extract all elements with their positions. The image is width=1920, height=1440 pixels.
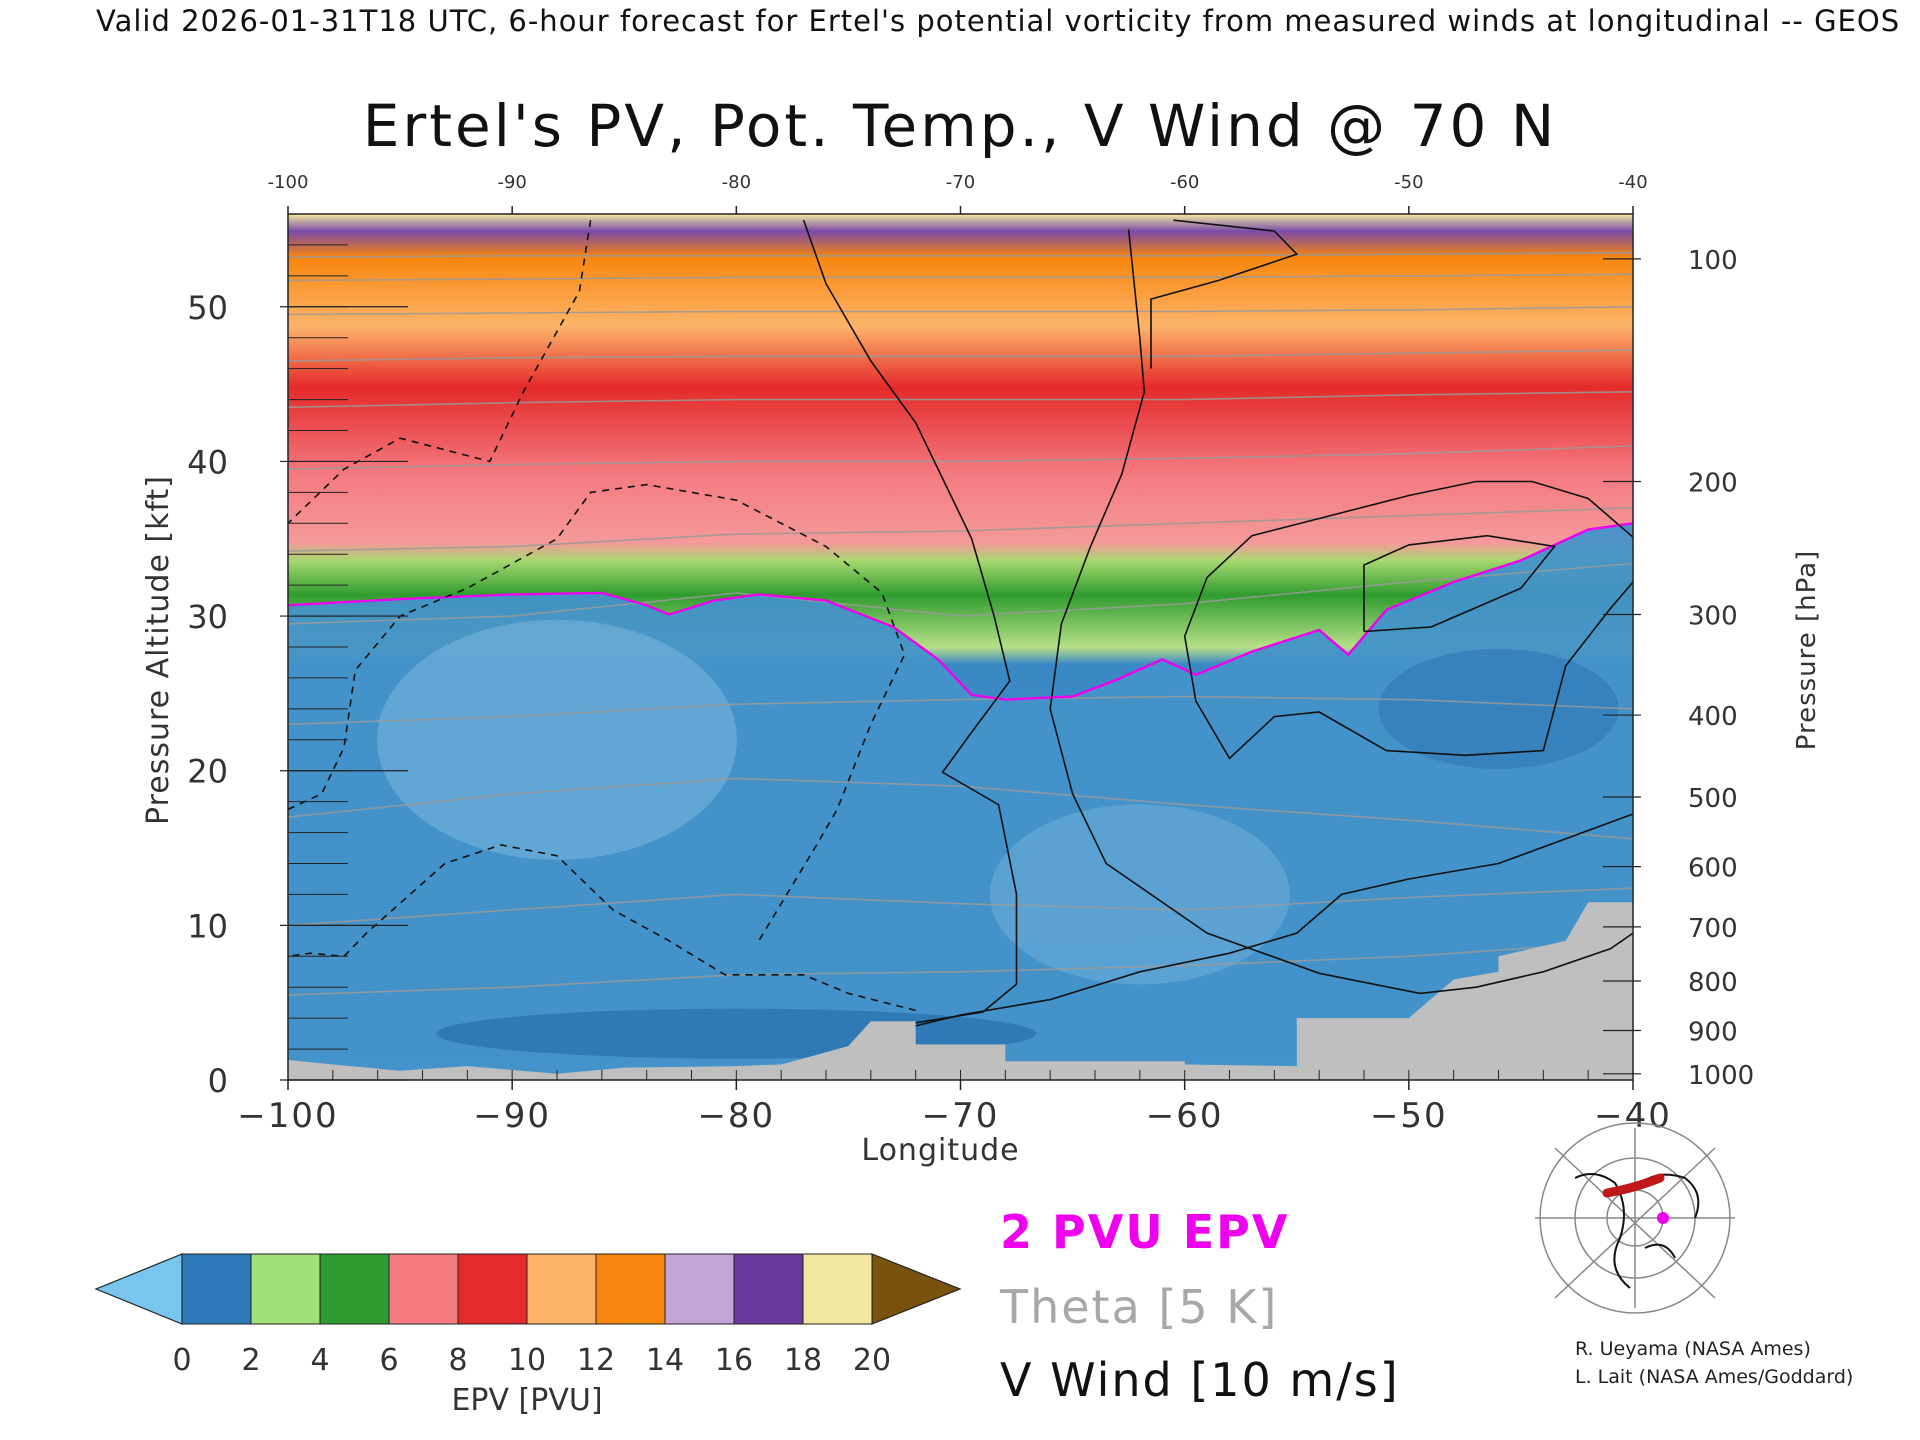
x-top-tick-label: -90 <box>497 172 526 193</box>
colorbar-tick-label: 6 <box>379 1343 398 1378</box>
p-tick-label: 200 <box>1688 469 1738 499</box>
colorbar-over <box>871 1253 962 1325</box>
theta-contour <box>288 940 1633 996</box>
x-tick-label: −80 <box>697 1096 775 1136</box>
colorbar-segment <box>664 1253 735 1325</box>
p-tick-label: 900 <box>1688 1018 1738 1048</box>
y-tick-label: 20 <box>187 753 228 791</box>
x-tick-label: −90 <box>473 1096 551 1136</box>
x-top-tick-label: -80 <box>722 172 751 193</box>
x-top-tick-label: -40 <box>1618 172 1647 193</box>
colorbar-under <box>94 1253 183 1325</box>
p-tick-label: 500 <box>1688 784 1738 814</box>
colorbar-segment <box>595 1253 666 1325</box>
colorbar-segment <box>457 1253 528 1325</box>
terrain <box>288 902 1633 1080</box>
x-tick-label: −50 <box>1370 1096 1448 1136</box>
x-top-tick-label: -70 <box>946 172 975 193</box>
legend-pv2: 2 PVU EPV <box>1000 1205 1290 1259</box>
credits: R. Ueyama (NASA Ames) L. Lait (NASA Ames… <box>1575 1335 1853 1391</box>
x-tick-label: −40 <box>1594 1096 1672 1136</box>
theta-contour <box>288 306 1633 316</box>
theta-contour <box>288 887 1633 927</box>
wind-contour <box>1049 229 1633 995</box>
colorbar-tick-label: 18 <box>784 1343 822 1378</box>
x-axis-label: Longitude <box>861 1133 1019 1168</box>
p-tick-label: 800 <box>1688 968 1738 998</box>
pv2-contour <box>288 522 1633 701</box>
colorbar-tick-label: 2 <box>241 1343 260 1378</box>
p-tick-label: 1000 <box>1688 1061 1754 1091</box>
y-tick-label: 0 <box>208 1062 228 1100</box>
x-tick-label: −100 <box>237 1096 338 1136</box>
colorbar-segment <box>250 1253 321 1325</box>
credit-line-1: R. Ueyama (NASA Ames) <box>1575 1338 1811 1360</box>
plot-area <box>288 214 1633 1080</box>
axes: −100 -100 −90 -90 −80 -80 −70 -70 −60 -60 −50 -50 −4… <box>141 172 1822 1168</box>
wind-contour <box>1183 480 1633 760</box>
wind-contour-negative <box>288 844 916 1012</box>
top-banner: Valid 2026-01-31T18 UTC, 6-hour forecast… <box>96 4 1901 38</box>
p-tick-label: 400 <box>1688 702 1738 732</box>
x-top-tick-label: -50 <box>1394 172 1423 193</box>
p-tick-label: 600 <box>1688 854 1738 884</box>
theta-contour <box>288 695 1633 726</box>
y-tick-label: 30 <box>187 598 228 636</box>
x-top-tick-label: -60 <box>1170 172 1199 193</box>
colorbar-segment <box>733 1253 804 1325</box>
wind-contour <box>802 219 1018 1024</box>
colorbar-tick-label: 20 <box>853 1343 891 1378</box>
colorbar-tick-label: 12 <box>577 1343 615 1378</box>
x-tick-label: −60 <box>1146 1096 1224 1136</box>
y-axis-label: Pressure Altitude [kft] <box>141 475 176 825</box>
theta-contour <box>288 777 1633 840</box>
theta-contour <box>288 507 1633 552</box>
dark-pv-patch <box>1378 648 1619 769</box>
colorbar-tick-label: 16 <box>715 1343 753 1378</box>
theta-contour <box>288 349 1633 362</box>
wind-contour <box>1150 219 1299 369</box>
wind-contour-negative <box>288 220 592 524</box>
colorbar-segment <box>319 1253 390 1325</box>
y-tick-label: 10 <box>187 907 228 945</box>
light-pv-patch <box>989 804 1290 985</box>
colorbar-segment <box>526 1253 597 1325</box>
colorbar-segment <box>181 1253 252 1325</box>
x-top-tick-label: -100 <box>268 172 309 193</box>
theta-contour <box>288 273 1633 282</box>
pv-colorbar: 0 2 4 6 8 10 12 14 16 18 20 EPV [PVU] <box>94 1253 962 1418</box>
theta-contour <box>288 562 1633 625</box>
x-tick-label: −70 <box>922 1096 1000 1136</box>
theta-contour <box>288 445 1633 470</box>
colorbar-tick-label: 0 <box>172 1343 191 1378</box>
colorbar-tick-label: 10 <box>508 1343 546 1378</box>
theta-contour <box>288 251 1633 259</box>
wind-contour <box>915 813 1633 1027</box>
colorbar-tick-label: 14 <box>646 1343 684 1378</box>
inset-map <box>1535 1122 1735 1314</box>
credit-line-2: L. Lait (NASA Ames/Goddard) <box>1575 1366 1854 1388</box>
p-tick-label: 300 <box>1688 602 1738 632</box>
wind-contour-negative <box>288 483 906 942</box>
y-tick-label: 40 <box>187 443 228 481</box>
colorbar-label: EPV [PVU] <box>451 1383 602 1418</box>
plot-clip-group <box>288 214 1633 1080</box>
legend-wind: V Wind [10 m/s] <box>1000 1353 1400 1407</box>
colorbar-segment <box>388 1253 459 1325</box>
colorbar-tick-label: 8 <box>448 1343 467 1378</box>
p-tick-label: 700 <box>1688 914 1738 944</box>
colorbar-tick-label: 4 <box>310 1343 329 1378</box>
colorbar-segment <box>802 1253 873 1325</box>
theta-contour <box>288 391 1633 409</box>
y-tick-label: 50 <box>187 289 228 327</box>
p-tick-label: 100 <box>1688 246 1738 276</box>
chart-title: Ertel's PV, Pot. Temp., V Wind @ 70 N <box>362 92 1558 160</box>
y-axis-label-right: Pressure [hPa] <box>1792 550 1822 751</box>
wind-contour <box>1363 534 1556 633</box>
light-pv-patch <box>377 619 737 860</box>
legend-theta: Theta [5 K] <box>1000 1280 1279 1334</box>
